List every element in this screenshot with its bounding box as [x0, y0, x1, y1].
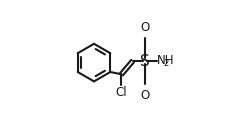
Text: Cl: Cl [116, 86, 127, 99]
Text: 2: 2 [163, 59, 169, 68]
Text: O: O [140, 21, 149, 34]
Text: O: O [140, 89, 149, 102]
Text: NH: NH [157, 54, 175, 67]
Text: S: S [140, 54, 150, 69]
